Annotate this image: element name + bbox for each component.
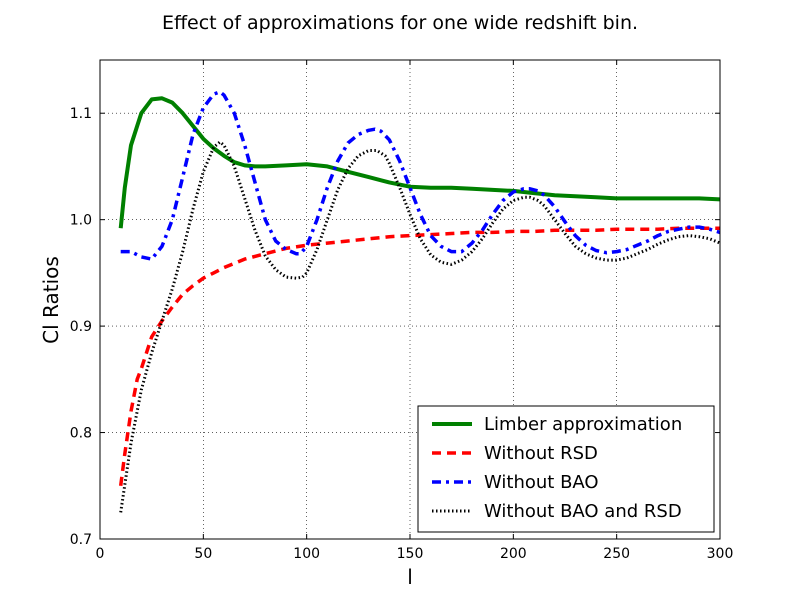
x-tick-label: 250: [603, 546, 630, 562]
legend-label-without-bao-and-rsd: Without BAO and RSD: [484, 501, 682, 522]
y-tick-label: 0.8: [70, 426, 92, 442]
legend-label-without-bao: Without BAO: [484, 472, 599, 493]
x-tick-label: 150: [397, 546, 424, 562]
y-axis-label: Cl Ratios: [39, 256, 63, 344]
chart-title: Effect of approximations for one wide re…: [162, 12, 638, 34]
x-axis-label: l: [407, 565, 413, 589]
legend-label-limber-approximation: Limber approximation: [484, 414, 682, 435]
y-tick-label: 0.7: [70, 532, 92, 548]
y-tick-label: 0.9: [70, 319, 92, 335]
y-tick-label: 1.0: [70, 213, 92, 229]
series-layer: [118, 90, 720, 513]
y-tick-label: 1.1: [70, 106, 92, 122]
x-tick-label: 300: [707, 546, 734, 562]
legend-label-without-rsd: Without RSD: [484, 443, 598, 464]
x-tick-label: 0: [96, 546, 105, 562]
legend-box: [417, 405, 715, 533]
series-line-without-bao: [120, 90, 720, 261]
series-line-limber-approximation: [118, 96, 720, 229]
x-tick-label: 100: [293, 546, 320, 562]
legend: Limber approximation Without RSD Without B…: [417, 405, 715, 533]
x-tick-label: 50: [194, 546, 212, 562]
x-tick-label: 200: [500, 546, 527, 562]
axis-ticks: 0 50 100 150 200 250 300 0.7 0.8 0.9 1.0 1.1: [70, 60, 734, 562]
